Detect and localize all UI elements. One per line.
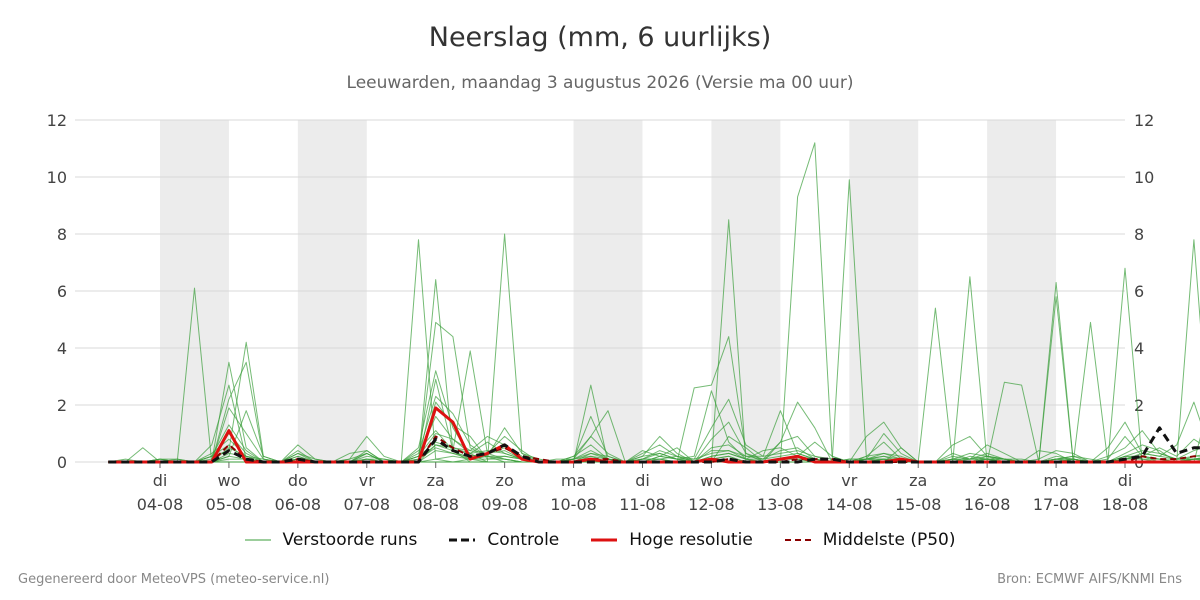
legend-item-ensemble: Verstoorde runs <box>244 530 418 550</box>
x-tick-day-10-08: ma <box>561 471 586 490</box>
x-tick-day-14-08: vr <box>841 471 857 490</box>
x-tick-day-09-08: zo <box>496 471 514 490</box>
y-tick-left-6: 6 <box>57 282 67 301</box>
legend-item-hires: Hoge resolutie <box>591 530 753 550</box>
footer-source: Bron: ECMWF AIFS/KNMI Ens <box>997 572 1182 587</box>
y-tick-right-6: 6 <box>1134 282 1144 301</box>
legend-item-control: Controle <box>449 530 559 550</box>
x-tick-day-11-08: di <box>635 471 650 490</box>
x-tick-date-15-08: 15-08 <box>895 495 942 514</box>
legend: Verstoorde runs Controle Hoge resolutie … <box>0 530 1200 550</box>
legend-swatch-hires <box>591 538 618 542</box>
y-tick-right-10: 10 <box>1134 168 1154 187</box>
x-tick-date-06-08: 06-08 <box>275 495 322 514</box>
legend-label-p50: Middelste (P50) <box>822 530 956 550</box>
x-tick-day-07-08: vr <box>359 471 375 490</box>
y-tick-right-4: 4 <box>1134 339 1144 358</box>
y-tick-left-8: 8 <box>57 225 67 244</box>
y-tick-right-8: 8 <box>1134 225 1144 244</box>
x-tick-day-17-08: ma <box>1043 471 1068 490</box>
x-tick-date-13-08: 13-08 <box>757 495 804 514</box>
x-tick-date-07-08: 07-08 <box>344 495 391 514</box>
legend-label-control: Controle <box>487 530 560 550</box>
y-tick-left-12: 12 <box>47 111 67 130</box>
x-tick-date-10-08: 10-08 <box>550 495 597 514</box>
x-tick-date-18-08: 18-08 <box>1102 495 1149 514</box>
legend-label-hires: Hoge resolutie <box>629 530 753 550</box>
x-tick-date-14-08: 14-08 <box>826 495 873 514</box>
x-tick-day-16-08: zo <box>978 471 996 490</box>
legend-swatch-control <box>449 538 476 542</box>
x-tick-day-08-08: za <box>427 471 445 490</box>
y-tick-left-4: 4 <box>57 339 67 358</box>
x-tick-date-16-08: 16-08 <box>964 495 1011 514</box>
x-tick-day-13-08: do <box>770 471 790 490</box>
x-tick-day-05-08: wo <box>217 471 240 490</box>
y-tick-right-2: 2 <box>1134 396 1144 415</box>
x-tick-date-17-08: 17-08 <box>1033 495 1080 514</box>
x-tick-labels: di 04-08 wo 05-08 do 06-08 vr 07-08 za 08-08 zo 09-… <box>137 462 1149 514</box>
chart-title: Neerslag (mm, 6 uurlijks) <box>428 22 772 53</box>
y-tick-right-12: 12 <box>1134 111 1154 130</box>
legend-label-ensemble: Verstoorde runs <box>282 530 418 550</box>
x-tick-date-09-08: 09-08 <box>481 495 528 514</box>
footer-credit: Gegenereerd door MeteoVPS (meteo-service… <box>18 572 330 587</box>
x-tick-day-15-08: za <box>909 471 927 490</box>
x-tick-day-12-08: wo <box>700 471 723 490</box>
y-tick-left-0: 0 <box>57 453 67 472</box>
x-tick-date-11-08: 11-08 <box>619 495 666 514</box>
legend-swatch-p50 <box>784 539 811 541</box>
x-tick-date-08-08: 08-08 <box>412 495 459 514</box>
x-tick-date-12-08: 12-08 <box>688 495 735 514</box>
legend-item-p50: Middelste (P50) <box>784 530 956 550</box>
x-tick-date-04-08: 04-08 <box>137 495 184 514</box>
x-tick-day-06-08: do <box>288 471 308 490</box>
y-tick-left-10: 10 <box>47 168 67 187</box>
x-tick-day-18-08: di <box>1118 471 1133 490</box>
legend-swatch-ensemble <box>244 539 271 541</box>
x-tick-date-05-08: 05-08 <box>206 495 253 514</box>
x-tick-day-04-08: di <box>153 471 168 490</box>
chart-subtitle: Leeuwarden, maandag 3 augustus 2026 (Ver… <box>346 73 854 93</box>
y-tick-left-2: 2 <box>57 396 67 415</box>
